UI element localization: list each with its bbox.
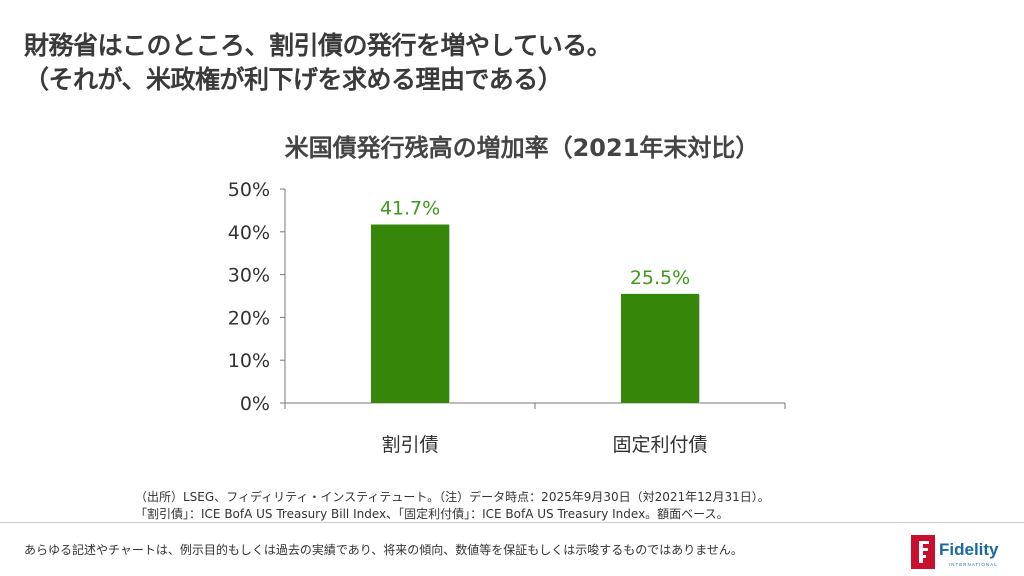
disclaimer: あらゆる記述やチャートは、例示目的もしくは過去の実績であり、将来の傾向、数値等を… xyxy=(24,543,743,557)
bar-chart: 0% 10% 20% 30% 40% 50% 41.7% 割引債 25.5% 固定利付債 xyxy=(228,179,786,456)
bar-1 xyxy=(371,224,449,403)
y-tick-label: 20% xyxy=(228,307,270,329)
chart-title: 米国債発行残高の増加率（2021年末対比） xyxy=(284,134,760,162)
footer-divider xyxy=(0,522,1024,523)
svg-text:INTERNATIONAL: INTERNATIONAL xyxy=(949,562,998,567)
svg-text:Fidelity: Fidelity xyxy=(939,540,999,559)
y-tick-label: 10% xyxy=(228,350,270,372)
bar-2 xyxy=(621,293,699,403)
slide-heading-line2: （それが、米政権が利下げを求める理由である） xyxy=(24,65,563,94)
y-tick-label: 50% xyxy=(228,179,270,201)
category-label: 固定利付債 xyxy=(612,434,707,456)
data-label: 25.5% xyxy=(630,267,690,289)
definition-note: 「割引債」：ICE BofA US Treasury Bill Index、「固… xyxy=(135,507,729,521)
slide-heading-line1: 財務省はこのところ、割引債の発行を増やしている。 xyxy=(24,31,612,60)
source-note: （出所）LSEG、フィディリティ・インスティテュート。（注）データ時点：2025… xyxy=(135,490,770,504)
category-label: 割引債 xyxy=(381,434,438,456)
y-tick-label: 0% xyxy=(240,393,270,415)
y-tick-label: 30% xyxy=(228,265,270,287)
fidelity-logo: Fidelity INTERNATIONAL xyxy=(911,535,999,569)
data-label: 41.7% xyxy=(380,198,440,220)
y-tick-label: 40% xyxy=(228,222,270,244)
